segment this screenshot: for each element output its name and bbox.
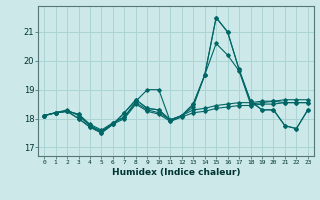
X-axis label: Humidex (Indice chaleur): Humidex (Indice chaleur) <box>112 168 240 177</box>
